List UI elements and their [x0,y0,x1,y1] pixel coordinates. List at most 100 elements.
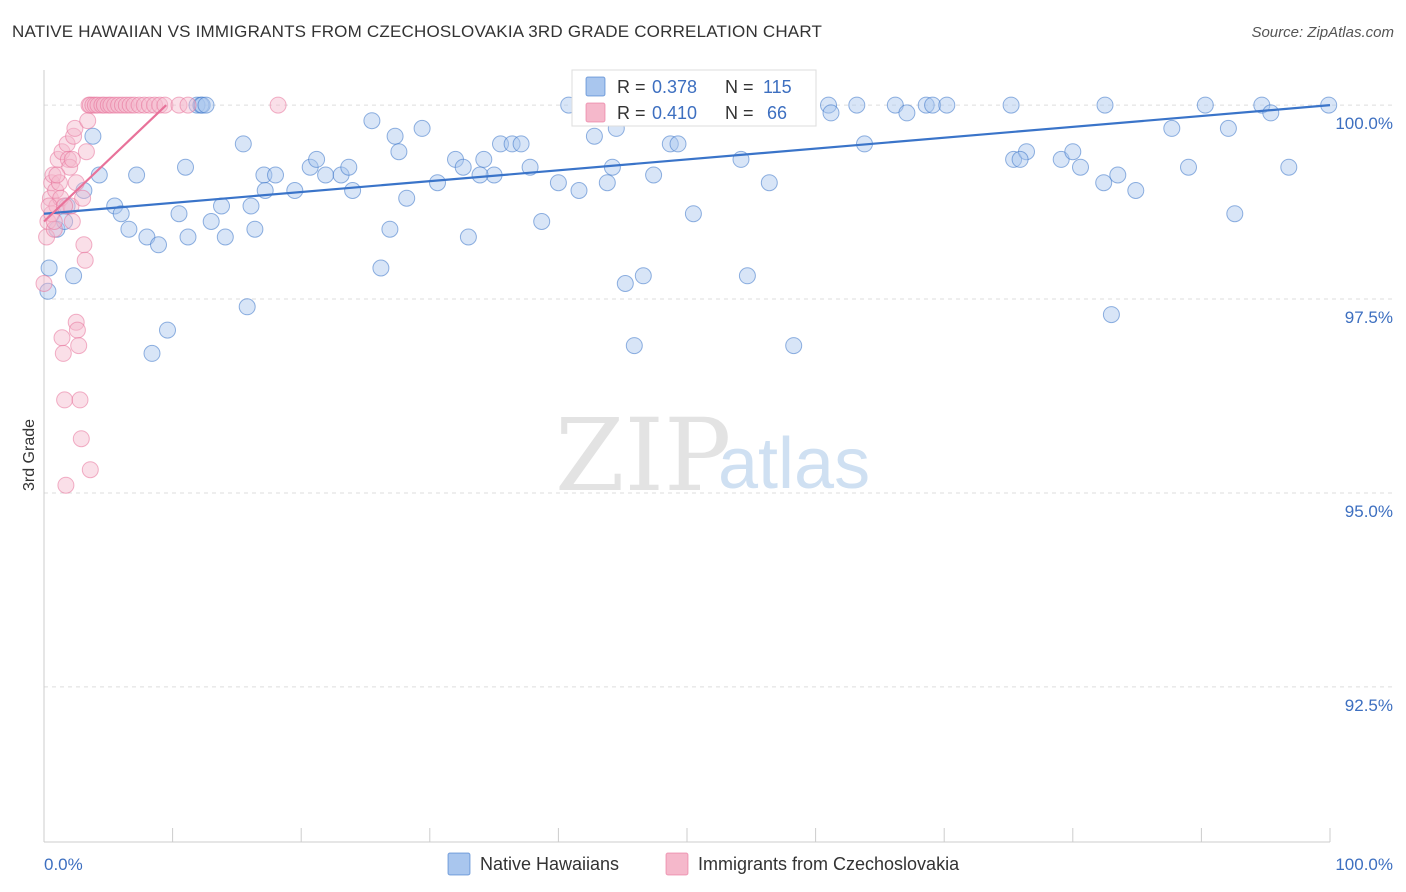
point-native-hawaiian [179,228,197,246]
point-native-hawaiian [390,143,408,161]
point-native-hawaiian [40,259,58,277]
point-native-hawaiian [1095,174,1113,192]
point-czechoslovakia [53,329,71,347]
point-native-hawaiian [454,158,472,176]
point-native-hawaiian [521,158,539,176]
stats-r-label: R = [617,103,646,123]
point-native-hawaiian [286,182,304,199]
watermark-zip: ZIP [555,397,731,514]
point-native-hawaiian [340,158,358,176]
point-czechoslovakia [79,112,97,130]
point-native-hawaiian [1102,306,1120,324]
point-native-hawaiian [381,220,399,238]
stats-swatch-blue [585,76,606,97]
point-native-hawaiian [1011,150,1029,168]
point-native-hawaiian [669,135,687,153]
stats-r-label: R = [617,77,646,97]
point-native-hawaiian [585,127,603,145]
point-native-hawaiian [242,197,260,215]
point-czechoslovakia [72,430,90,448]
watermark-atlas: atlas [718,424,870,504]
y-tick-label: 95.0% [1345,502,1393,521]
stats-n-label: N = [725,103,754,123]
trend-line-native-hawaiian [43,104,1331,215]
watermark: ZIP atlas [555,397,870,514]
point-native-hawaiian [785,337,803,355]
point-czechoslovakia [35,275,53,292]
point-czechoslovakia [57,476,75,494]
point-native-hawaiian [213,197,230,215]
point-czechoslovakia [130,96,148,114]
chart-title: NATIVE HAWAIIAN VS IMMIGRANTS FROM CZECH… [12,22,823,41]
point-native-hawaiian [234,135,252,153]
point-native-hawaiian [760,174,778,192]
point-native-hawaiian [1163,119,1181,137]
point-native-hawaiian [308,150,326,168]
point-czechoslovakia [56,197,74,215]
stats-legend-box [571,69,817,127]
point-native-hawaiian [317,166,335,184]
point-czechoslovakia [63,150,81,168]
stats-n-label: N = [725,77,754,97]
point-czechoslovakia [151,96,169,114]
point-czechoslovakia [77,143,95,161]
point-czechoslovakia [54,344,72,362]
point-native-hawaiian [1262,104,1280,122]
point-native-hawaiian [459,228,477,246]
x-tick-label-left: 0.0% [44,855,83,874]
point-czechoslovakia [141,96,158,114]
point-native-hawaiian [238,298,256,316]
point-native-hawaiian [1005,150,1023,168]
legend-label-native-hawaiians: Native Hawaiians [480,854,619,874]
point-native-hawaiian [202,213,220,230]
point-native-hawaiian [193,96,211,114]
point-czechoslovakia [179,96,197,114]
point-native-hawaiian [475,150,493,168]
point-native-hawaiian [112,205,130,223]
stats-n-value-pink: 66 [767,103,787,123]
point-native-hawaiian [246,220,264,238]
point-native-hawaiian [65,267,83,285]
point-native-hawaiian [216,228,234,246]
point-czechoslovakia [48,166,66,184]
point-native-hawaiian [1219,119,1237,137]
y-tick-label: 100.0% [1335,114,1393,133]
point-native-hawaiian [1196,96,1214,114]
point-czechoslovakia [95,96,113,114]
point-native-hawaiian [503,135,521,153]
point-native-hawaiian [898,104,916,122]
y-axis-label: 3rd Grade [21,419,38,491]
point-native-hawaiian [634,267,652,285]
point-native-hawaiian [413,119,431,137]
trend-lines [43,104,1331,223]
point-native-hawaiian [143,344,161,362]
point-native-hawaiian [924,96,942,114]
trend-line-czechoslovakia [43,104,167,223]
point-native-hawaiian [684,205,702,223]
grid [44,104,1392,688]
point-native-hawaiian [386,127,404,145]
stats-swatch-pink [585,102,606,123]
point-native-hawaiian [848,96,866,114]
point-czechoslovakia [135,96,153,114]
point-czechoslovakia [75,236,93,254]
point-native-hawaiian [570,182,588,199]
point-czechoslovakia [56,391,74,409]
point-native-hawaiian [822,104,840,122]
point-czechoslovakia [68,321,86,339]
point-czechoslovakia [269,96,287,114]
point-native-hawaiian [1226,205,1244,223]
point-native-hawaiian [39,282,57,300]
point-czechoslovakia [146,96,164,114]
point-native-hawaiian [177,158,194,176]
point-czechoslovakia [71,391,89,409]
point-native-hawaiian [645,166,663,184]
point-native-hawaiian [1002,96,1020,114]
point-native-hawaiian [429,174,446,192]
point-native-hawaiian [197,96,215,114]
point-czechoslovakia [81,461,99,479]
point-native-hawaiian [1064,143,1082,161]
point-native-hawaiian [938,96,956,114]
legend-swatch-native-hawaiians [447,852,471,876]
